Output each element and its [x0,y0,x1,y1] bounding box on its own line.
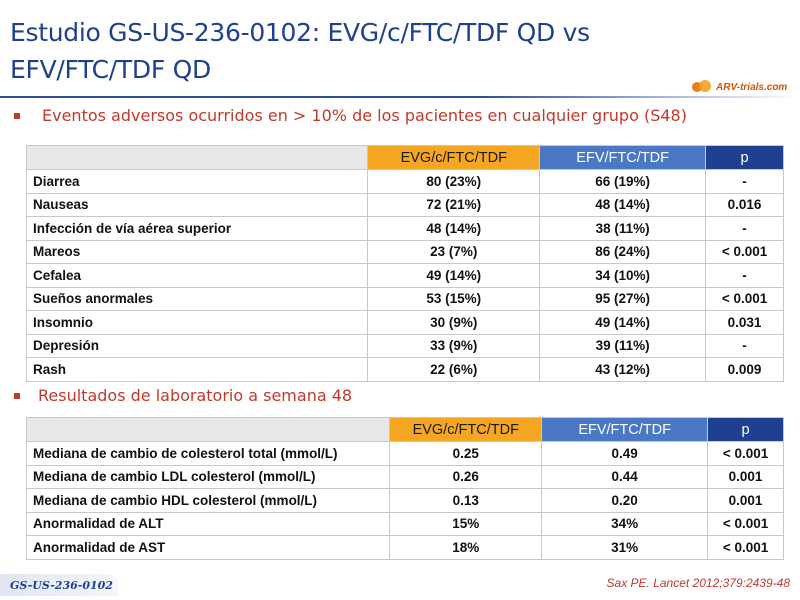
row-label: Infección de vía aérea superior [25,216,369,241]
table-row: Diarrea 80 (23%) 66 (19%) - [25,169,784,194]
value-cell: 18% [389,535,543,560]
table-row: Anormalidad de ALT 15% 34% < 0.001 [25,511,784,536]
table-row: Depresión 33 (9%) 39 (11%) - [25,333,784,358]
table-row: Anormalidad de AST 18% 31% < 0.001 [25,535,784,560]
header-p: p [705,145,784,170]
value-cell: 53 (15%) [367,286,541,311]
value-cell: 0.26 [389,464,543,489]
table-row: Sueños anormales 53 (15%) 95 (27%) < 0.001 [25,286,784,311]
table-row: Mediana de cambio de colesterol total (m… [25,441,784,466]
value-cell: 30 (9%) [367,310,541,335]
p-value-cell: < 0.001 [707,511,784,536]
row-label: Depresión [25,333,369,358]
section-heading-text: Eventos adversos ocurridos en > 10% de l… [42,106,687,125]
header-evg: EVG/c/FTC/TDF [367,145,541,170]
row-label: Mediana de cambio de colesterol total (m… [25,441,391,466]
value-cell: 0.44 [541,464,709,489]
p-value-cell: - [705,263,784,288]
value-cell: 80 (23%) [367,169,541,194]
value-cell: 31% [541,535,709,560]
slide-title: Estudio GS-US-236-0102: EVG/c/FTC/TDF QD… [10,18,590,84]
bullet-square-icon [14,392,20,399]
row-label: Mareos [25,239,369,264]
header-p: p [707,417,784,442]
value-cell: 34% [541,511,709,536]
value-cell: 23 (7%) [367,239,541,264]
table-row: Infección de vía aérea superior 48 (14%) 3… [25,216,784,241]
adverse-events-table: EVG/c/FTC/TDF EFV/FTC/TDF p Diarrea 80 (2… [25,145,784,382]
p-value-cell: 0.016 [705,192,784,217]
row-label: Nauseas [25,192,369,217]
logo-text: ARV-trials.com [716,81,788,93]
value-cell: 33 (9%) [367,333,541,358]
table-header-row: EVG/c/FTC/TDF EFV/FTC/TDF p [25,417,784,442]
header-efv: EFV/FTC/TDF [539,145,707,170]
value-cell: 0.13 [389,488,543,513]
value-cell: 34 (10%) [539,263,707,288]
row-label: Sueños anormales [25,286,369,311]
value-cell: 15% [389,511,543,536]
value-cell: 66 (19%) [539,169,707,194]
row-label: Cefalea [25,263,369,288]
value-cell: 48 (14%) [539,192,707,217]
value-cell: 43 (12%) [539,357,707,382]
value-cell: 49 (14%) [367,263,541,288]
bullet-square-icon [14,112,20,119]
table-row: Cefalea 49 (14%) 34 (10%) - [25,263,784,288]
value-cell: 0.20 [541,488,709,513]
value-cell: 38 (11%) [539,216,707,241]
adverse-events-body: Diarrea 80 (23%) 66 (19%) - Nauseas 72 (21%) 4… [25,169,784,382]
table-row: Mareos 23 (7%) 86 (24%) < 0.001 [25,239,784,264]
p-value-cell: - [705,169,784,194]
value-cell: 22 (6%) [367,357,541,382]
table-row: Mediana de cambio HDL colesterol (mmol/L… [25,488,784,513]
p-value-cell: < 0.001 [707,441,784,466]
row-label: Diarrea [25,169,369,194]
title-divider [0,96,800,98]
value-cell: 39 (11%) [539,333,707,358]
p-value-cell: 0.001 [707,464,784,489]
header-blank [25,417,391,442]
lab-results-table: EVG/c/FTC/TDF EFV/FTC/TDF p Mediana de c… [25,417,784,560]
header-blank [25,145,369,170]
p-value-cell: < 0.001 [705,239,784,264]
section-heading-adverse-events: Eventos adversos ocurridos en > 10% de l… [14,106,687,125]
row-label: Rash [25,357,369,382]
lab-results-body: Mediana de cambio de colesterol total (m… [25,441,784,560]
value-cell: 0.49 [541,441,709,466]
p-value-cell: < 0.001 [705,286,784,311]
row-label: Insomnio [25,310,369,335]
row-label: Mediana de cambio LDL colesterol (mmol/L… [25,464,391,489]
arv-trials-logo[interactable]: ARV-trials.com [692,78,796,96]
header-efv: EFV/FTC/TDF [541,417,709,442]
p-value-cell: < 0.001 [707,535,784,560]
section-heading-text: Resultados de laboratorio a semana 48 [38,386,353,405]
p-value-cell: 0.009 [705,357,784,382]
arv-logo-icon [692,80,714,94]
p-value-cell: 0.031 [705,310,784,335]
p-value-cell: 0.001 [707,488,784,513]
table-row: Insomnio 30 (9%) 49 (14%) 0.031 [25,310,784,335]
p-value-cell: - [705,216,784,241]
value-cell: 95 (27%) [539,286,707,311]
value-cell: 48 (14%) [367,216,541,241]
table-row: Rash 22 (6%) 43 (12%) 0.009 [25,357,784,382]
row-label: Anormalidad de AST [25,535,391,560]
row-label: Anormalidad de ALT [25,511,391,536]
row-label: Mediana de cambio HDL colesterol (mmol/L… [25,488,391,513]
table-row: Mediana de cambio LDL colesterol (mmol/L… [25,464,784,489]
citation: Sax PE. Lancet 2012;379:2439-48 [606,576,790,590]
value-cell: 0.25 [389,441,543,466]
study-tag: GS-US-236-0102 [0,574,118,596]
value-cell: 86 (24%) [539,239,707,264]
value-cell: 49 (14%) [539,310,707,335]
table-row: Nauseas 72 (21%) 48 (14%) 0.016 [25,192,784,217]
section-heading-lab-results: Resultados de laboratorio a semana 48 [14,386,352,405]
value-cell: 72 (21%) [367,192,541,217]
p-value-cell: - [705,333,784,358]
header-evg: EVG/c/FTC/TDF [389,417,543,442]
table-header-row: EVG/c/FTC/TDF EFV/FTC/TDF p [25,145,784,170]
